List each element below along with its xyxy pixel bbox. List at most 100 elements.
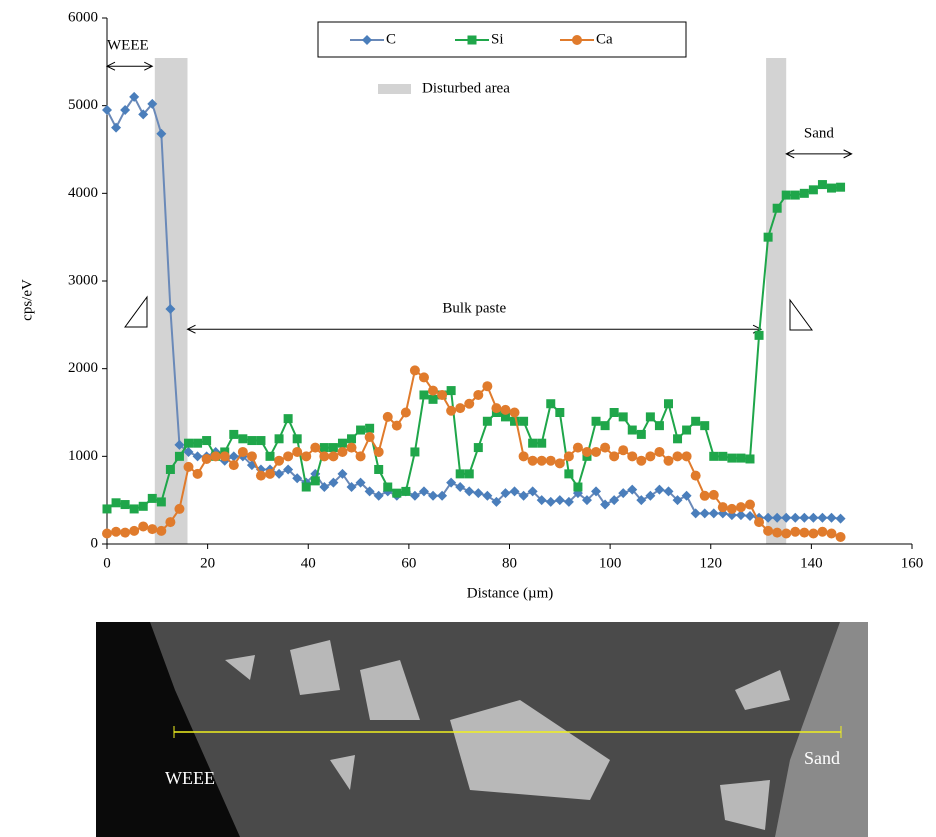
point	[238, 434, 248, 444]
point	[265, 451, 275, 461]
y-tick-label: 1000	[68, 448, 98, 464]
point	[192, 468, 203, 479]
point	[183, 461, 194, 472]
point	[763, 232, 773, 242]
point	[572, 442, 583, 453]
point	[156, 128, 167, 139]
point	[219, 451, 230, 462]
x-tick-label: 0	[103, 555, 111, 571]
point	[690, 508, 701, 519]
point	[138, 501, 148, 511]
legend-marker	[362, 35, 372, 45]
point	[202, 436, 212, 446]
point	[464, 486, 475, 497]
point	[138, 521, 149, 532]
x-tick-label: 40	[301, 555, 316, 571]
point	[591, 486, 602, 497]
point	[274, 468, 285, 479]
point	[545, 455, 556, 466]
point	[554, 458, 565, 469]
point	[536, 455, 547, 466]
point	[120, 527, 131, 538]
point	[663, 455, 674, 466]
point	[373, 446, 384, 457]
point	[192, 451, 203, 462]
point	[310, 476, 320, 486]
point	[102, 504, 112, 514]
point	[165, 304, 176, 315]
point	[564, 469, 574, 479]
point	[129, 504, 139, 514]
point	[328, 477, 339, 488]
point	[174, 451, 184, 461]
point	[374, 464, 384, 474]
point	[120, 500, 130, 510]
point	[319, 451, 330, 462]
point	[790, 526, 801, 537]
point	[428, 385, 439, 396]
point	[835, 513, 846, 524]
point	[735, 510, 746, 521]
slope-marker	[789, 298, 813, 331]
point	[410, 447, 420, 457]
point	[346, 442, 357, 453]
point	[229, 429, 239, 439]
point	[681, 490, 692, 501]
point	[355, 477, 366, 488]
legend-marker	[467, 35, 477, 45]
y-tick-label: 4000	[68, 185, 98, 201]
point	[292, 446, 303, 457]
point	[255, 470, 266, 481]
point	[600, 421, 610, 431]
point	[736, 453, 746, 463]
point	[383, 482, 393, 492]
point	[772, 527, 783, 538]
point	[500, 488, 511, 499]
point	[446, 405, 457, 416]
point	[500, 412, 510, 422]
legend-swatch	[378, 84, 411, 94]
legend-label: C	[386, 31, 396, 47]
point	[491, 403, 502, 414]
legend-label: Ca	[596, 31, 613, 47]
point	[509, 407, 520, 418]
point	[274, 434, 284, 444]
point	[391, 420, 402, 431]
point	[283, 414, 293, 424]
point	[428, 490, 439, 501]
legend-label: Disturbed area	[422, 80, 510, 96]
point	[609, 408, 619, 417]
point	[482, 490, 493, 501]
particles	[225, 640, 790, 830]
disturbed-area	[154, 58, 188, 544]
point	[364, 432, 375, 443]
point	[554, 495, 565, 506]
y-axis-label: cps/eV	[19, 279, 35, 321]
sand-region	[775, 622, 868, 837]
point	[201, 453, 212, 464]
point	[817, 512, 828, 523]
point	[147, 493, 157, 503]
point	[165, 517, 176, 528]
point	[455, 469, 465, 479]
annotation-arrow	[105, 61, 154, 71]
point	[654, 484, 665, 495]
point	[781, 528, 792, 539]
point	[609, 495, 620, 506]
point	[636, 429, 646, 439]
point	[364, 486, 375, 497]
point	[491, 496, 502, 507]
point	[138, 109, 149, 120]
point	[246, 451, 257, 462]
x-tick-label: 140	[800, 555, 823, 571]
legend-label: Si	[491, 31, 504, 47]
weee-region	[96, 622, 240, 837]
point	[147, 524, 158, 535]
point	[473, 443, 483, 453]
point	[446, 477, 457, 488]
point	[274, 455, 285, 466]
point	[482, 381, 493, 392]
micrograph: WEEE Sand	[96, 622, 868, 837]
point	[618, 488, 629, 499]
